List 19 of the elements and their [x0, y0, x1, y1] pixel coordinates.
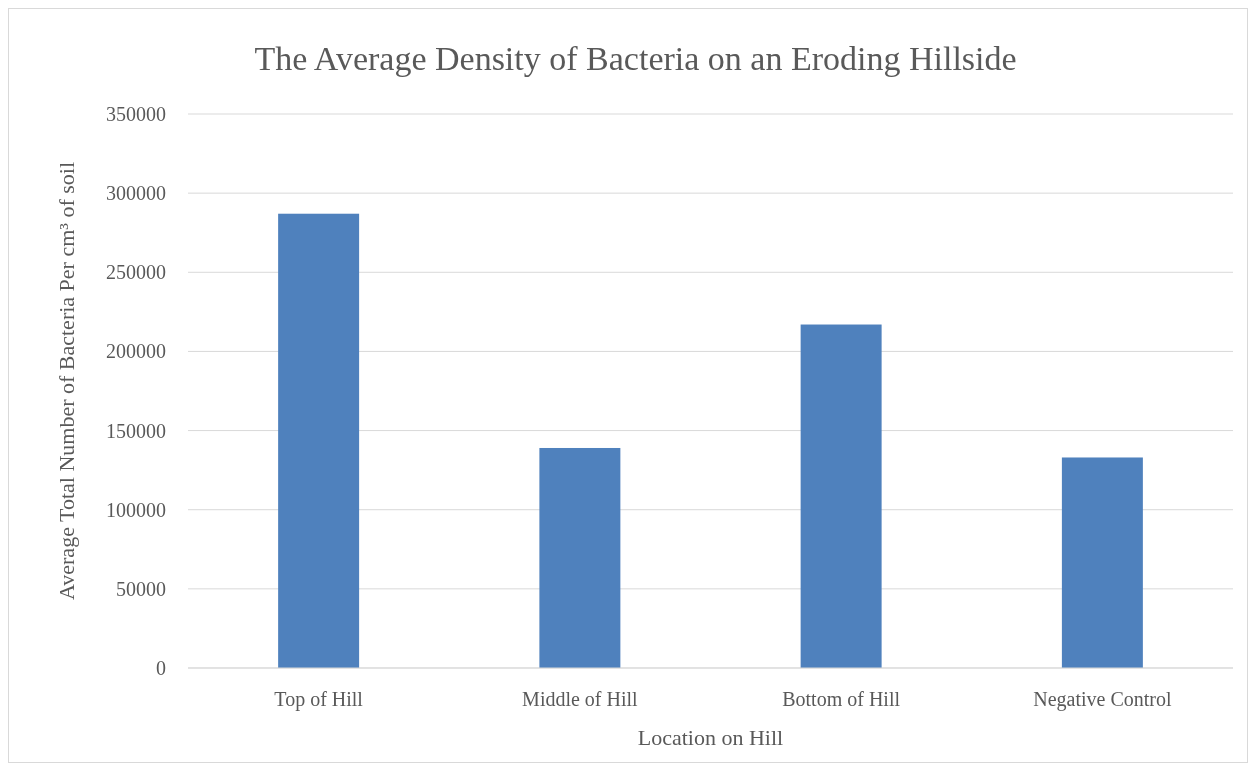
chart-title: The Average Density of Bacteria on an Eroding Hillside: [254, 40, 1017, 77]
x-tick-label: Top of Hill: [274, 688, 364, 711]
y-tick-label: 350000: [106, 103, 166, 125]
y-tick-label: 50000: [116, 577, 166, 600]
x-axis-title: Location on Hill: [637, 725, 784, 750]
y-tick-label: 250000: [106, 261, 166, 284]
x-tick-label: Bottom of Hill: [782, 688, 901, 710]
y-tick-label: 200000: [106, 340, 166, 363]
y-tick-label: 100000: [106, 498, 166, 521]
y-tick-label: 300000: [106, 182, 166, 205]
bar: [1061, 457, 1143, 668]
bar: [278, 213, 360, 668]
y-tick-label: 0: [156, 657, 166, 679]
y-axis-title: Average Total Number of Bacteria Per cm³ of soil: [54, 162, 79, 600]
y-tick-label: 150000: [106, 419, 166, 442]
x-tick-label: Middle of Hill: [522, 688, 639, 710]
x-tick-label: Negative Control: [1033, 688, 1172, 711]
bar: [539, 447, 621, 668]
bar: [800, 324, 882, 668]
